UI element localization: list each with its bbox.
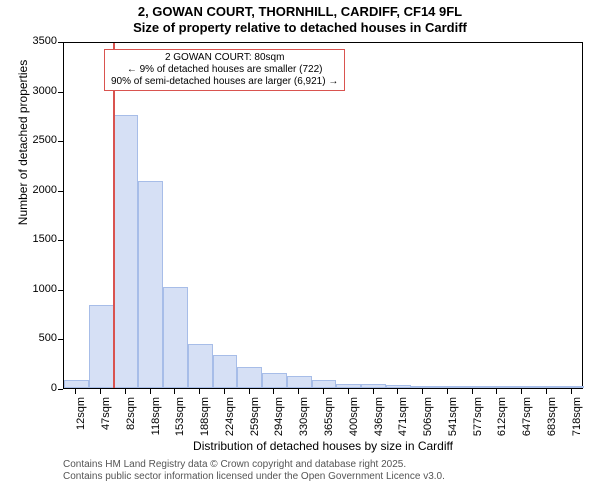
- title-line-1: 2, GOWAN COURT, THORNHILL, CARDIFF, CF14…: [0, 4, 600, 20]
- y-tick-label: 3500: [23, 35, 57, 47]
- chart-container: 2, GOWAN COURT, THORNHILL, CARDIFF, CF14…: [0, 0, 600, 500]
- histogram-bar: [534, 386, 559, 388]
- histogram-bar: [138, 181, 163, 388]
- y-tick-label: 2500: [23, 134, 57, 146]
- histogram-bar: [411, 386, 436, 388]
- y-tick-label: 2000: [23, 184, 57, 196]
- x-tick: [373, 389, 374, 394]
- footer-line-1: Contains HM Land Registry data © Crown c…: [63, 459, 445, 471]
- histogram-bar: [287, 376, 312, 388]
- histogram-bar: [213, 355, 238, 388]
- x-tick: [521, 389, 522, 394]
- x-tick: [75, 389, 76, 394]
- histogram-bar: [114, 115, 139, 388]
- histogram-bar: [386, 385, 411, 388]
- histogram-bar: [312, 380, 337, 388]
- x-tick: [199, 389, 200, 394]
- y-tick-label: 1000: [23, 283, 57, 295]
- x-tick: [447, 389, 448, 394]
- x-tick: [397, 389, 398, 394]
- x-axis-label: Distribution of detached houses by size …: [63, 439, 583, 453]
- y-tick-label: 3000: [23, 85, 57, 97]
- y-axis-label: Number of detached properties: [16, 0, 30, 316]
- x-tick: [298, 389, 299, 394]
- histogram-bar: [435, 386, 460, 388]
- x-tick: [150, 389, 151, 394]
- y-tick: [58, 389, 63, 390]
- histogram-bar: [460, 386, 485, 388]
- y-tick-label: 0: [23, 382, 57, 394]
- y-tick: [58, 290, 63, 291]
- y-tick: [58, 240, 63, 241]
- x-tick: [546, 389, 547, 394]
- annotation-box: 2 GOWAN COURT: 80sqm ← 9% of detached ho…: [104, 49, 345, 91]
- footer-text: Contains HM Land Registry data © Crown c…: [63, 459, 445, 482]
- x-tick: [422, 389, 423, 394]
- y-tick-label: 1500: [23, 233, 57, 245]
- histogram-bar: [559, 386, 584, 388]
- histogram-bar: [262, 373, 287, 388]
- y-tick: [58, 42, 63, 43]
- x-tick: [174, 389, 175, 394]
- footer-line-2: Contains public sector information licen…: [63, 471, 445, 483]
- histogram-bar: [188, 344, 213, 388]
- plot-area: 2 GOWAN COURT: 80sqm ← 9% of detached ho…: [63, 42, 583, 389]
- y-tick: [58, 141, 63, 142]
- annotation-line-2: ← 9% of detached houses are smaller (722…: [111, 64, 338, 76]
- histogram-bar: [361, 384, 386, 388]
- x-tick: [496, 389, 497, 394]
- annotation-line-3: 90% of semi-detached houses are larger (…: [111, 76, 338, 88]
- y-tick: [58, 191, 63, 192]
- histogram-bar: [163, 287, 188, 388]
- x-tick: [100, 389, 101, 394]
- histogram-bar: [510, 386, 535, 388]
- bars-layer: [64, 43, 582, 388]
- y-tick: [58, 339, 63, 340]
- x-tick: [125, 389, 126, 394]
- x-tick: [323, 389, 324, 394]
- chart-titles: 2, GOWAN COURT, THORNHILL, CARDIFF, CF14…: [0, 0, 600, 35]
- x-tick: [224, 389, 225, 394]
- title-line-2: Size of property relative to detached ho…: [0, 20, 600, 36]
- x-tick: [472, 389, 473, 394]
- histogram-bar: [485, 386, 510, 388]
- y-tick: [58, 92, 63, 93]
- annotation-line-1: 2 GOWAN COURT: 80sqm: [111, 52, 338, 64]
- histogram-bar: [336, 384, 361, 388]
- y-tick-label: 500: [23, 332, 57, 344]
- histogram-bar: [237, 367, 262, 388]
- x-tick: [273, 389, 274, 394]
- marker-line: [113, 43, 115, 388]
- x-tick: [571, 389, 572, 394]
- x-tick: [249, 389, 250, 394]
- histogram-bar: [64, 380, 89, 388]
- histogram-bar: [89, 305, 114, 388]
- x-tick: [348, 389, 349, 394]
